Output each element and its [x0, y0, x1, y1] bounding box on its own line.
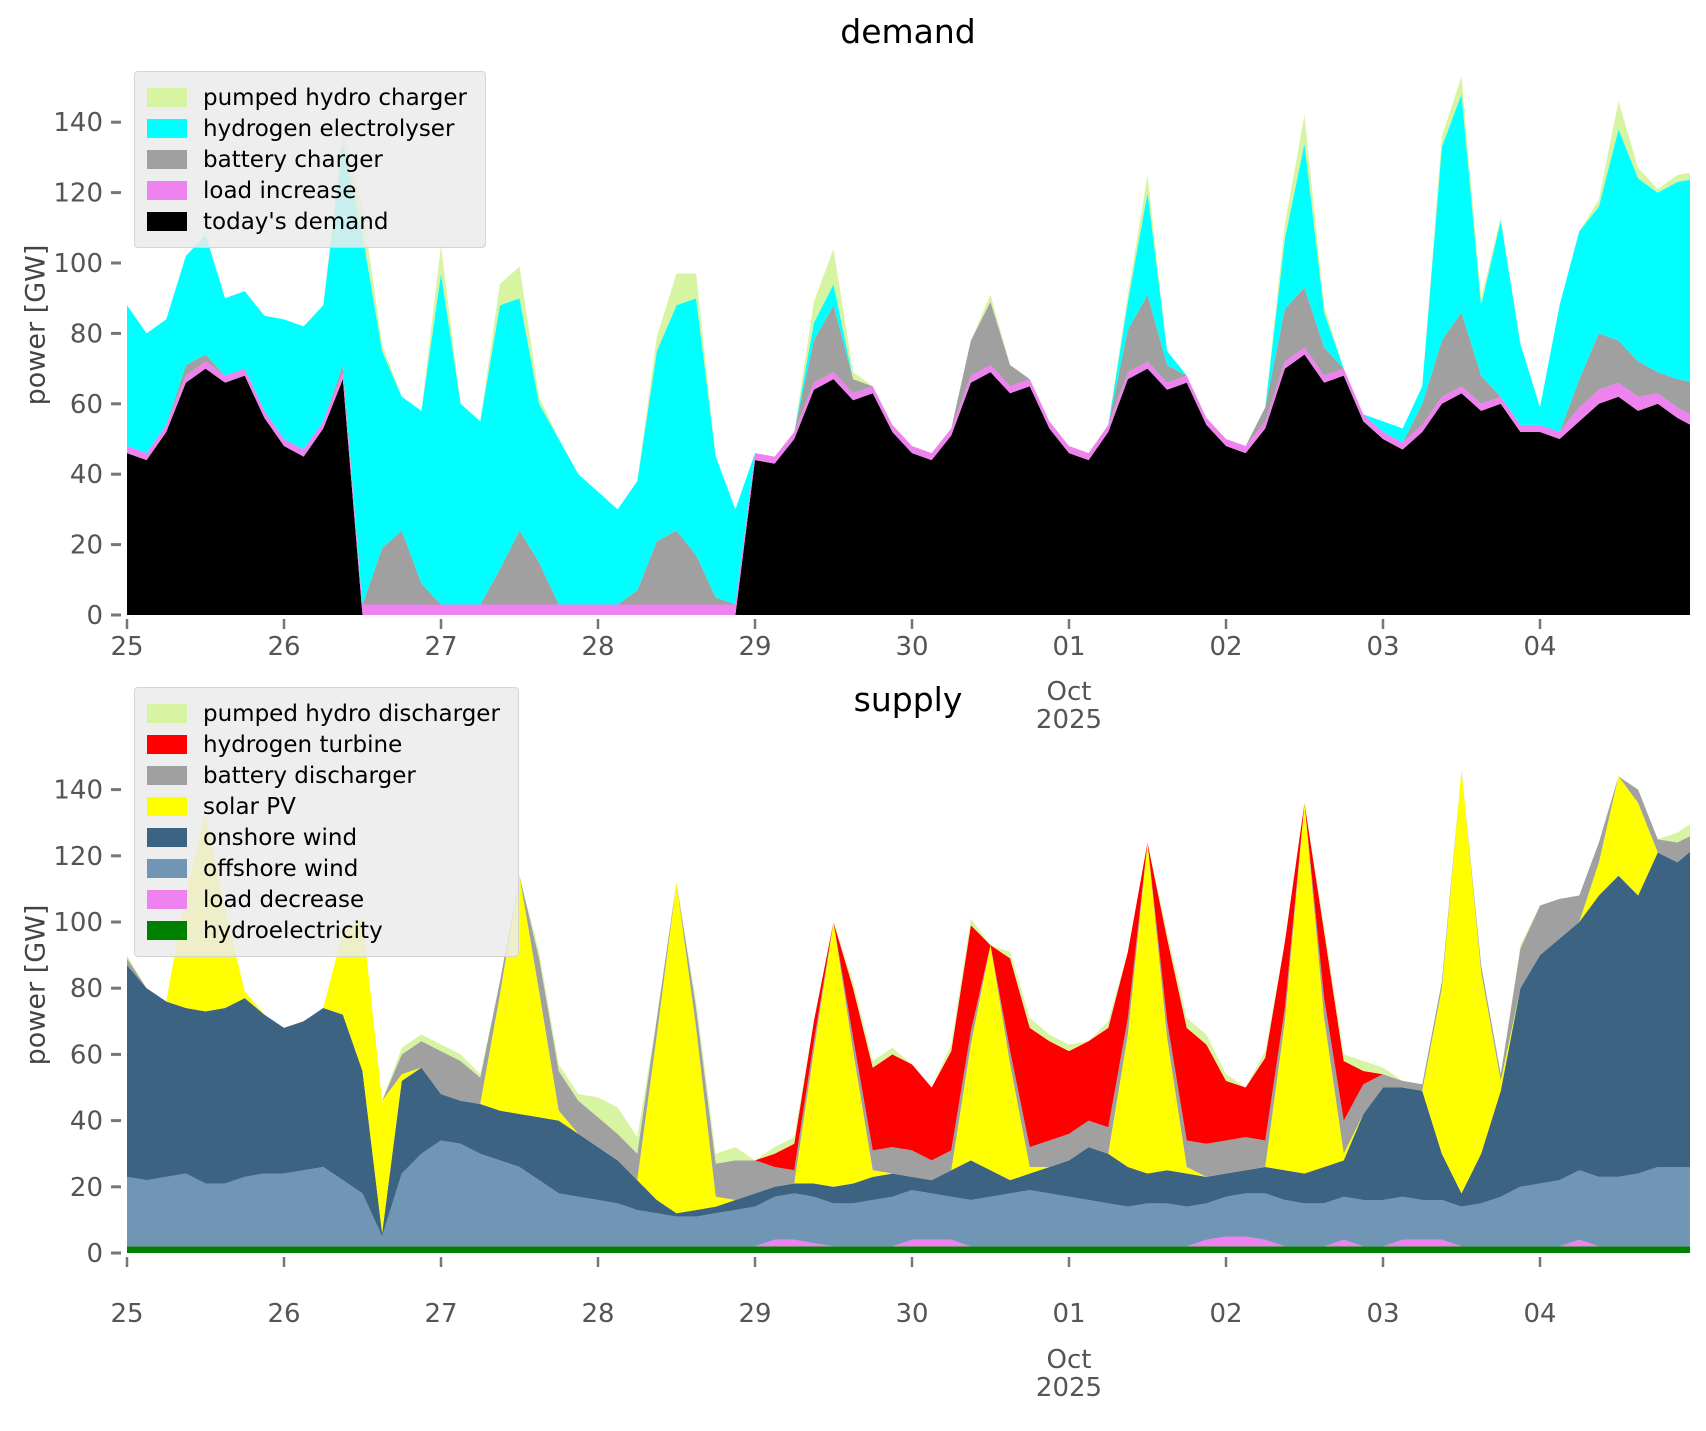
battery-charger-label: battery charger	[203, 146, 383, 173]
legend-item-hydroelectricity: hydroelectricity	[147, 915, 500, 946]
legend-item-load-decrease: load decrease	[147, 884, 500, 915]
legend-item-today-s-demand: today's demand	[147, 206, 467, 237]
y-tick-label: 140	[53, 776, 103, 806]
pumped-hydro-discharger-swatch	[147, 704, 187, 723]
x-tick-label: 26	[267, 632, 300, 662]
today-s-demand-swatch	[147, 212, 187, 231]
load-decrease-swatch	[147, 890, 187, 909]
x-tick-label: 27	[424, 1299, 457, 1329]
hydrogen-turbine-swatch	[147, 735, 187, 754]
y-tick-label: 100	[53, 249, 103, 279]
today-s-demand-label: today's demand	[203, 208, 389, 235]
onshore-wind-area	[127, 851, 1690, 1237]
y-tick-label: 60	[70, 1040, 103, 1070]
demand-chart-title: demand	[840, 12, 976, 51]
hydrogen-electrolyser-label: hydrogen electrolyser	[203, 115, 455, 142]
y-tick-label: 140	[53, 108, 103, 138]
battery-discharger-label: battery discharger	[203, 762, 416, 789]
hydrogen-electrolyser-swatch	[147, 119, 187, 138]
solar-pv-swatch	[147, 797, 187, 816]
legend-item-pumped-hydro-charger: pumped hydro charger	[147, 82, 467, 113]
y-tick-label: 40	[70, 1107, 103, 1137]
x-tick-label: 28	[581, 1299, 614, 1329]
supply-y-axis-label: power [GW]	[20, 904, 52, 1066]
x-tick-label: 03	[1366, 632, 1399, 662]
x-axis-month-year-label: Oct	[1047, 677, 1092, 707]
x-tick-label: 26	[267, 1299, 300, 1329]
hydroelectricity-swatch	[147, 921, 187, 940]
supply-legend: pumped hydro discharger hydrogen turbine b…	[134, 687, 519, 957]
offshore-wind-area	[127, 1140, 1690, 1247]
x-tick-label: 30	[895, 1299, 928, 1329]
legend-item-load-increase: load increase	[147, 175, 467, 206]
y-tick-label: 120	[53, 179, 103, 209]
y-tick-label: 80	[70, 319, 103, 349]
legend-item-battery-discharger: battery discharger	[147, 760, 500, 791]
y-tick-label: 100	[53, 908, 103, 938]
legend-item-offshore-wind: offshore wind	[147, 853, 500, 884]
battery-discharger-swatch	[147, 766, 187, 785]
solar-pv-area	[127, 769, 1690, 1234]
x-axis-month-year-label: 2025	[1036, 705, 1102, 735]
pumped-hydro-charger-swatch	[147, 88, 187, 107]
x-tick-label: 04	[1523, 632, 1556, 662]
x-tick-label: 25	[110, 1299, 143, 1329]
x-tick-label: 25	[110, 632, 143, 662]
x-tick-label: 01	[1052, 632, 1085, 662]
hydroelectricity-area	[127, 1246, 1690, 1253]
x-tick-label: 28	[581, 632, 614, 662]
pumped-hydro-discharger-label: pumped hydro discharger	[203, 700, 500, 727]
hydrogen-turbine-label: hydrogen turbine	[203, 731, 403, 758]
solar-pv-label: solar PV	[203, 793, 296, 820]
x-tick-label: 01	[1052, 1299, 1085, 1329]
load-increase-swatch	[147, 181, 187, 200]
y-tick-label: 20	[70, 531, 103, 561]
x-tick-label: 02	[1209, 1299, 1242, 1329]
legend-item-pumped-hydro-discharger: pumped hydro discharger	[147, 698, 500, 729]
offshore-wind-swatch	[147, 859, 187, 878]
offshore-wind-label: offshore wind	[203, 855, 359, 882]
y-tick-label: 120	[53, 842, 103, 872]
y-tick-label: 60	[70, 390, 103, 420]
legend-item-onshore-wind: onshore wind	[147, 822, 500, 853]
pumped-hydro-charger-label: pumped hydro charger	[203, 84, 467, 111]
onshore-wind-swatch	[147, 828, 187, 847]
supply-areas	[127, 769, 1690, 1253]
today-s-demand-area	[127, 354, 1690, 615]
legend-item-hydrogen-turbine: hydrogen turbine	[147, 729, 500, 760]
y-tick-label: 20	[70, 1173, 103, 1203]
hydrogen-electrolyser-area	[127, 94, 1690, 605]
load-decrease-label: load decrease	[203, 886, 365, 913]
demand-y-axis-label: power [GW]	[20, 244, 52, 406]
onshore-wind-label: onshore wind	[203, 824, 358, 851]
y-tick-label: 40	[70, 460, 103, 490]
x-tick-label: 03	[1366, 1299, 1399, 1329]
x-tick-label: 27	[424, 632, 457, 662]
y-tick-label: 0	[86, 601, 103, 631]
x-tick-label: 02	[1209, 632, 1242, 662]
x-axis-month-year-label: 2025	[1036, 1373, 1102, 1403]
load-decrease-area	[127, 1236, 1690, 1247]
load-increase-label: load increase	[203, 177, 357, 204]
x-tick-label: 29	[738, 1299, 771, 1329]
x-axis-month-year-label: Oct	[1047, 1345, 1092, 1375]
y-tick-label: 0	[86, 1239, 103, 1269]
hydrogen-turbine-area	[127, 769, 1690, 1171]
x-tick-label: 29	[738, 632, 771, 662]
hydroelectricity-label: hydroelectricity	[203, 917, 383, 944]
demand-areas	[127, 76, 1690, 615]
x-tick-label: 04	[1523, 1299, 1556, 1329]
supply-chart-title: supply	[853, 680, 963, 719]
legend-item-solar-pv: solar PV	[147, 791, 500, 822]
x-tick-label: 30	[895, 632, 928, 662]
y-tick-label: 80	[70, 974, 103, 1004]
demand-legend: pumped hydro charger hydrogen electrolyse…	[134, 71, 486, 248]
legend-item-battery-charger: battery charger	[147, 144, 467, 175]
battery-charger-swatch	[147, 150, 187, 169]
legend-item-hydrogen-electrolyser: hydrogen electrolyser	[147, 113, 467, 144]
